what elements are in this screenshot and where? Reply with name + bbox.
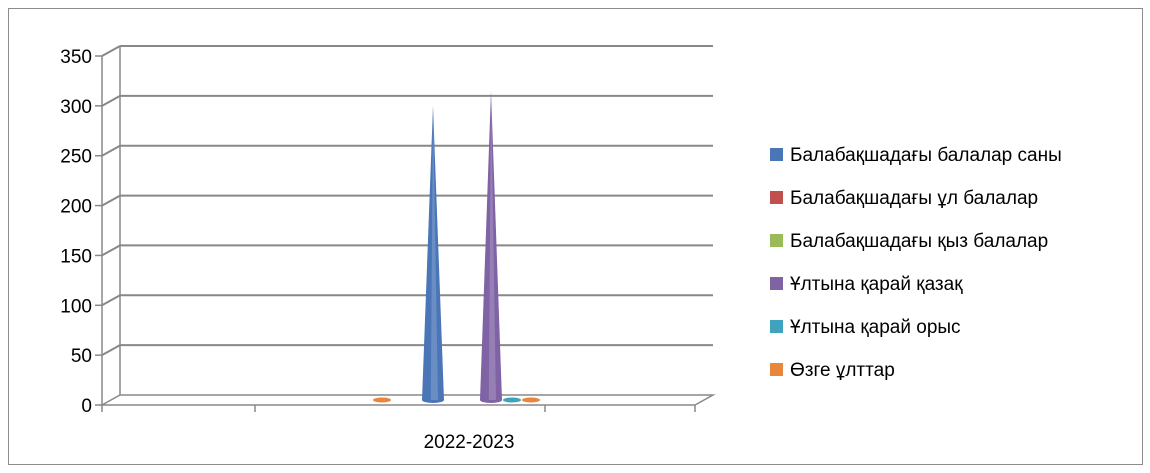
grid-lines [101,45,713,357]
cone-mark-extra-5 [373,397,391,403]
y-tick-label-3: 150 [60,246,92,267]
gridline-side-3 [101,244,121,257]
y-tick-label-5: 250 [60,147,92,168]
axes [95,46,716,412]
legend-swatch-1 [770,191,783,204]
x-axis-tick-labels: 2022-2023 [424,432,515,453]
legend-swatch-2 [770,234,783,247]
legend-swatch-3 [770,277,783,290]
chart-frame [8,8,1143,465]
y-tick-label-7: 350 [60,47,92,68]
y-tick-label-1: 50 [71,346,92,367]
cone-mark-4 [503,397,521,403]
cone-mark-0 [422,105,444,400]
chart-floor [99,394,716,406]
x-tick-label-0: 2022-2023 [424,432,515,453]
cone-highlight-3 [488,90,496,400]
gridline-side-6 [101,94,121,107]
gridline-side-2 [101,294,121,307]
legend-swatch-0 [770,148,783,161]
series-marks [373,90,540,403]
legend: Балабақшадағы балалар саны Балабақшадағы … [770,145,1062,381]
cone-mark-5 [522,397,540,403]
y-tick-label-0: 0 [81,396,92,417]
y-tick-label-4: 200 [60,197,92,218]
gridline-side-1 [101,344,121,357]
gridline-side-4 [101,194,121,207]
gridline-side-7 [101,45,121,57]
y-tick-label-6: 300 [60,97,92,118]
cone-mark-3 [480,90,502,400]
legend-swatch-5 [770,363,783,376]
legend-label-5: Өзге ұлттар [790,360,895,381]
gridline-side-5 [101,144,121,157]
legend-label-3: Ұлтына қарай қазақ [790,274,963,295]
y-axis-tick-labels: 0 50 100 150 200 250 300 350 [60,47,92,417]
legend-label-1: Балабақшадағы ұл балалар [790,188,1038,209]
cone-highlight-0 [430,105,438,400]
legend-label-4: Ұлтына қарай орыс [790,317,961,338]
legend-label-2: Балабақшадағы қыз балалар [790,231,1048,252]
legend-swatch-4 [770,320,783,333]
y-tick-label-2: 100 [60,296,92,317]
legend-label-0: Балабақшадағы балалар саны [790,145,1062,166]
